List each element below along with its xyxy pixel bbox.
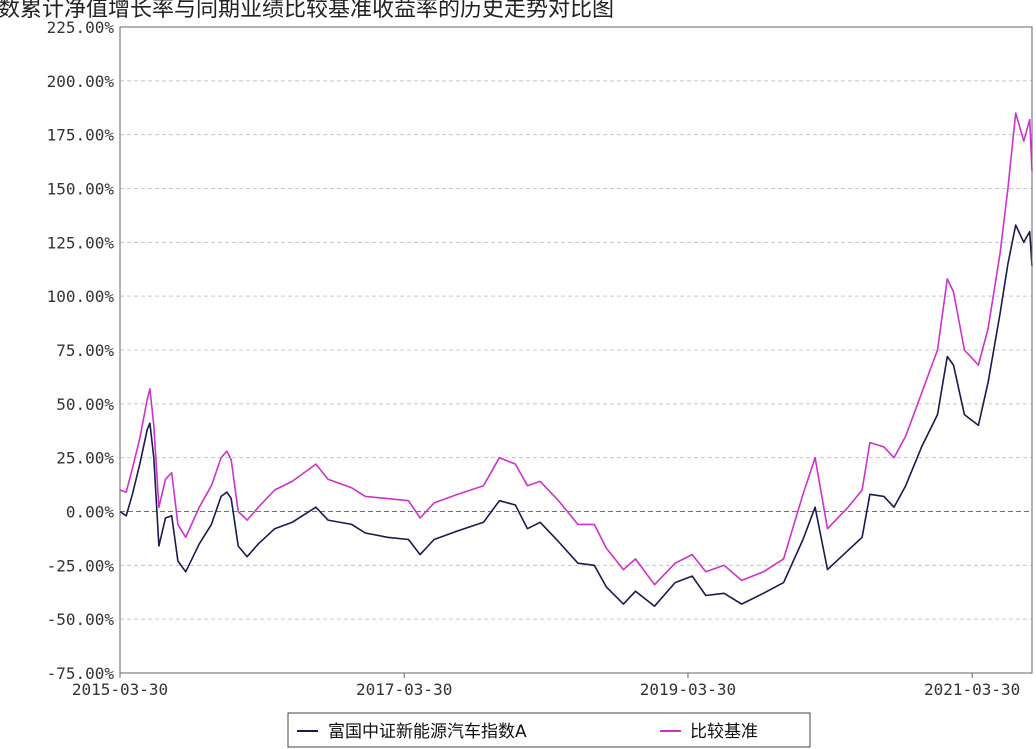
y-tick-label: 200.00%	[47, 72, 115, 91]
y-tick-label: -50.00%	[47, 610, 115, 629]
y-tick-label: 50.00%	[56, 395, 114, 414]
series-line-benchmark	[119, 112, 1033, 586]
y-tick-label: 125.00%	[47, 233, 115, 252]
y-tick-label: 150.00%	[47, 180, 115, 199]
y-tick-label: -25.00%	[47, 556, 115, 575]
y-tick-label: 175.00%	[47, 126, 115, 145]
y-tick-label: 100.00%	[47, 287, 115, 306]
x-tick-label: 2017-03-30	[356, 680, 452, 699]
chart-title-fragment: 数累计净值增长率与同期业绩比较基准收益率的历史走势对比图	[0, 0, 614, 22]
x-axis-tick-labels: 2015-03-30 2017-03-30 2019-03-30 2021-03-30	[72, 673, 1020, 699]
legend-box	[287, 712, 811, 748]
plot-frame	[119, 26, 1033, 674]
legend: 富国中证新能源汽车指数A 比较基准	[287, 712, 811, 748]
x-tick-label: 2019-03-30	[640, 680, 736, 699]
grid-lines	[120, 26, 1032, 674]
y-tick-label: -75.00%	[47, 664, 115, 683]
y-tick-label: 75.00%	[56, 341, 114, 360]
y-tick-label: 0.00%	[66, 503, 115, 522]
series-lines	[119, 112, 1033, 608]
y-axis-tick-labels: 225.00% 200.00% 175.00% 150.00% 125.00% 100.0…	[47, 18, 115, 683]
y-tick-label: 225.00%	[47, 18, 115, 37]
x-tick-label: 2021-03-30	[924, 680, 1020, 699]
legend-label-fund: 富国中证新能源汽车指数A	[328, 722, 527, 742]
series-line-fund	[119, 224, 1033, 608]
y-tick-label: 25.00%	[56, 449, 114, 468]
title-fragment-text: 数累计净值增长率与同期业绩比较基准收益率的历史走势对比图	[0, 0, 614, 22]
legend-label-benchmark: 比较基准	[690, 722, 758, 742]
x-tick-label: 2015-03-30	[72, 680, 168, 699]
